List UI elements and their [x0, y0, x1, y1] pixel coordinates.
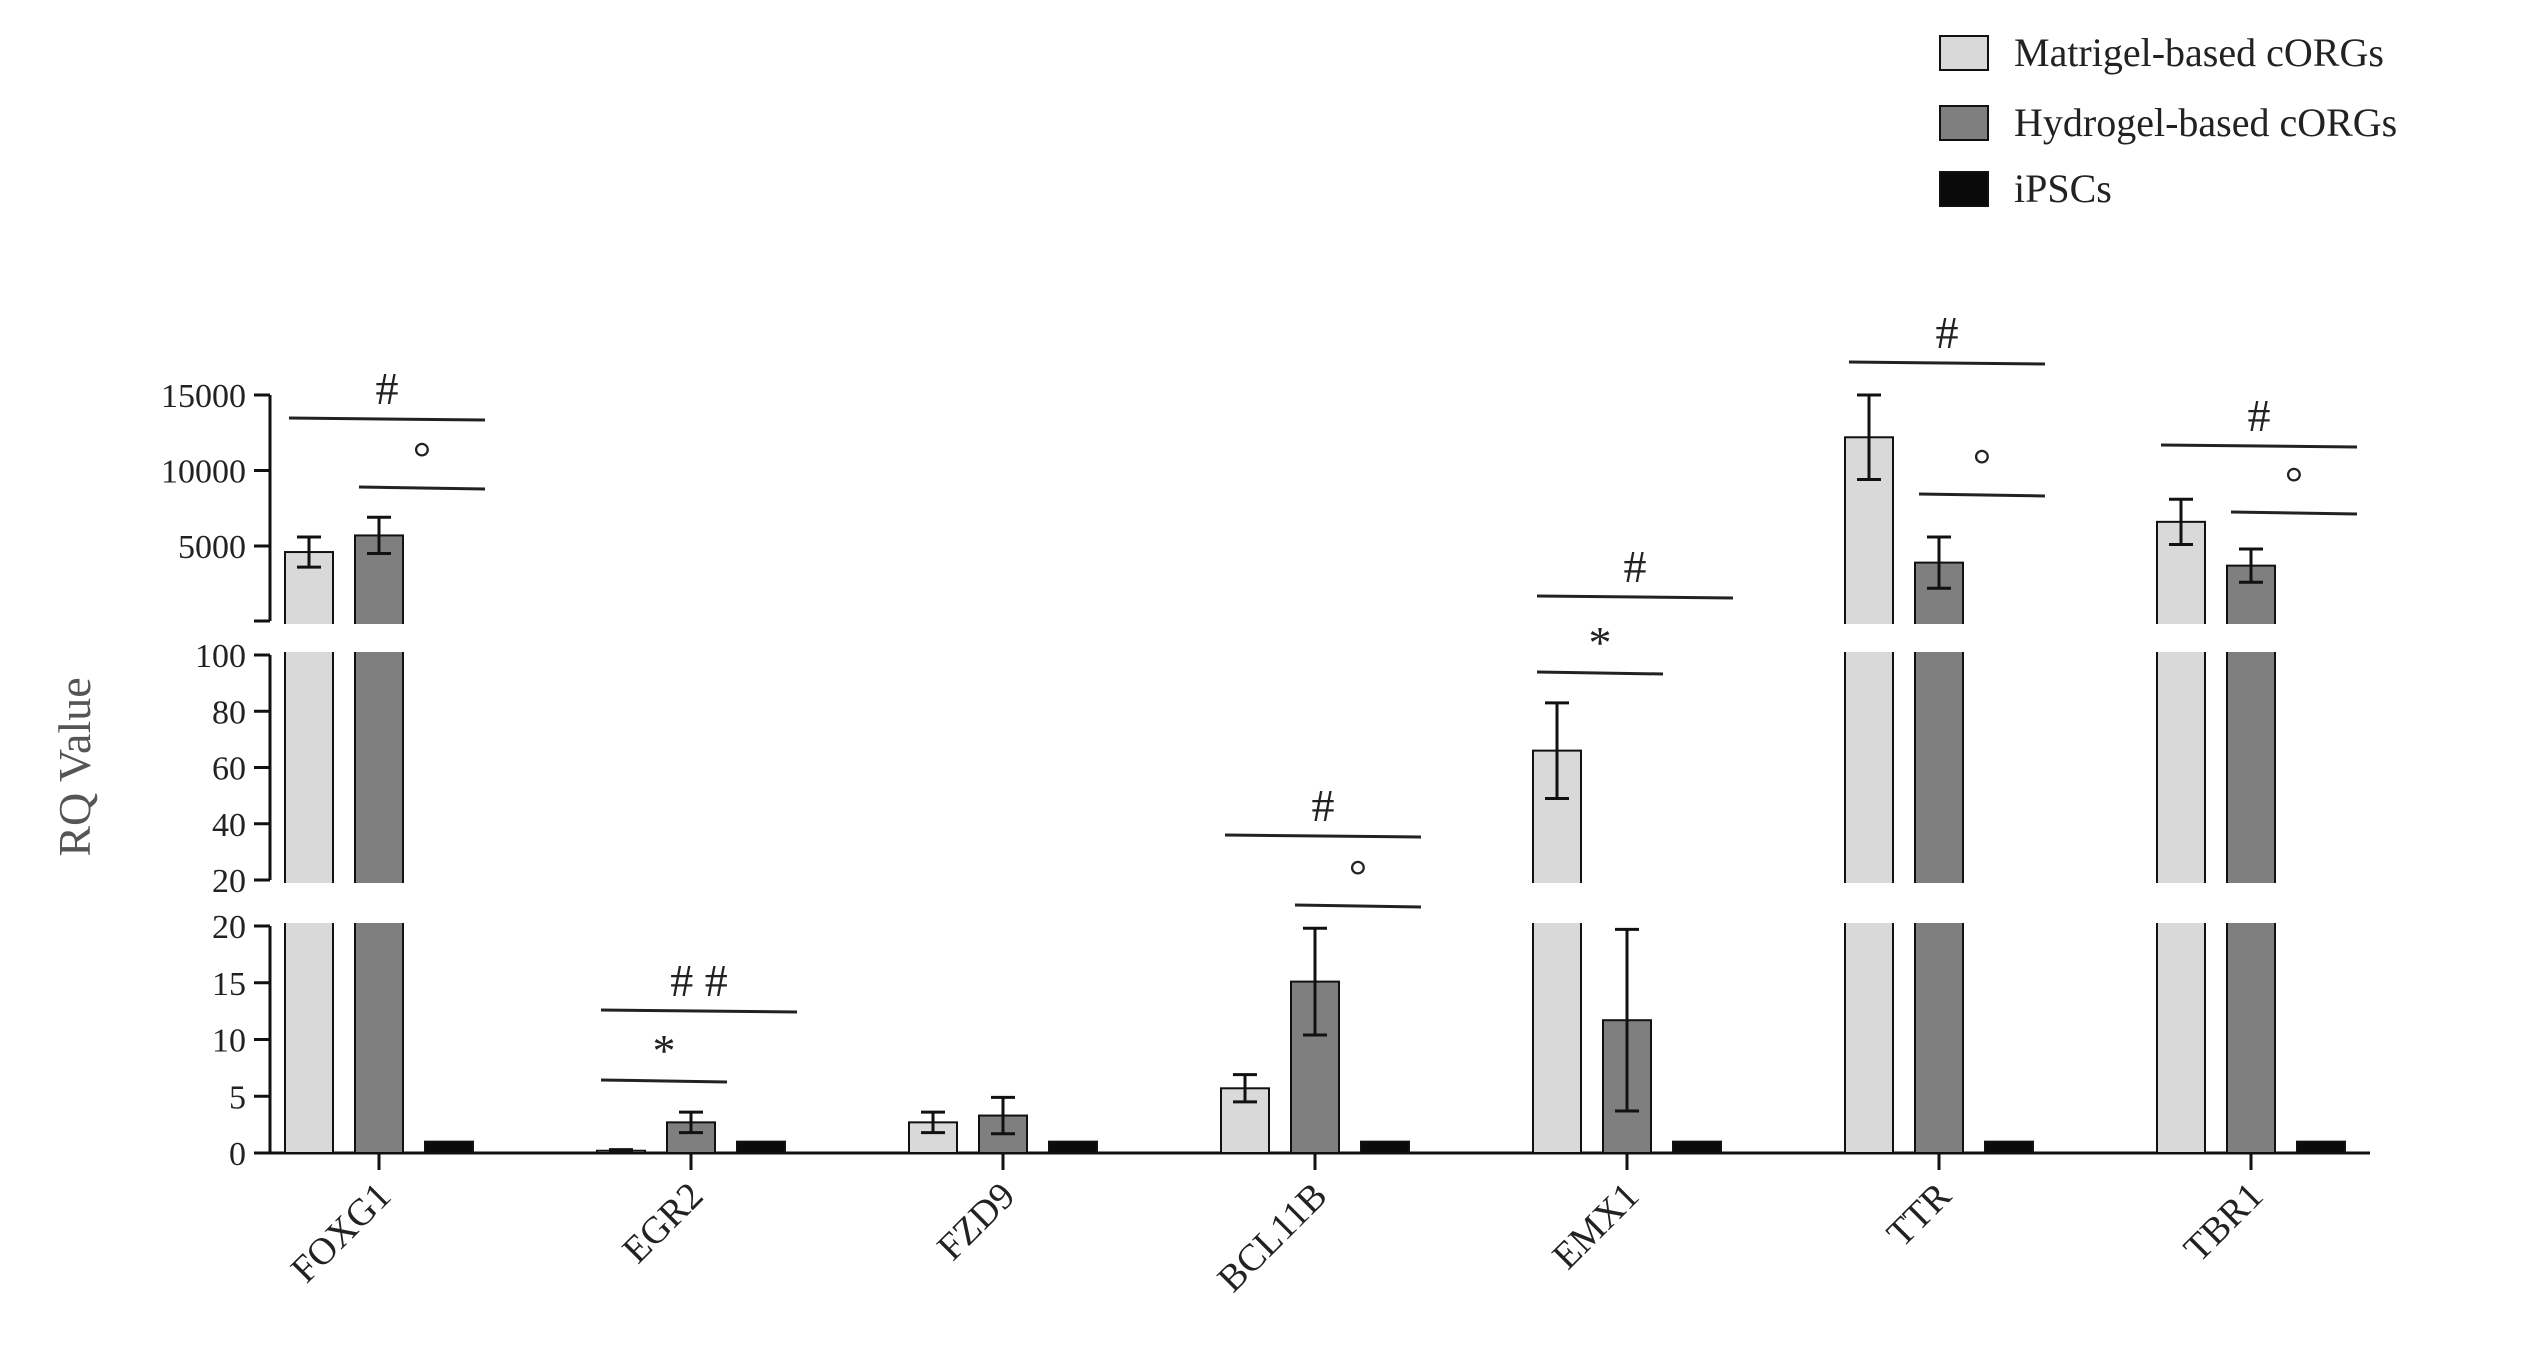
y-tick-label: 15000	[161, 378, 246, 415]
bar-FZD9-2	[1048, 1140, 1098, 1155]
significance-label: °	[413, 432, 431, 483]
significance-label: #	[1312, 780, 1335, 831]
legend-label-2: iPSCs	[2014, 166, 2112, 211]
x-tick-label: EGR2	[614, 1175, 711, 1272]
significance-label: *	[1589, 617, 1612, 668]
significance-label: °	[1349, 850, 1367, 901]
bar-TTR-1	[1914, 561, 1964, 1154]
significance-line	[288, 416, 486, 422]
significance-label: # #	[670, 955, 728, 1006]
bar-TTR-0	[1844, 436, 1894, 1154]
y-tick-label: 20	[212, 863, 246, 900]
y-axis-title: RQ Value	[49, 677, 100, 856]
significance-line	[600, 1008, 798, 1014]
bar-FOXG1-0	[284, 551, 334, 1154]
bar-TBR1-1	[2226, 564, 2276, 1154]
legend-swatch-2	[1939, 171, 1989, 207]
legend-label-1: Hydrogel-based cORGs	[2014, 100, 2397, 145]
x-tick-label: FZD9	[929, 1175, 1023, 1269]
bar-FOXG1-2	[424, 1140, 474, 1155]
y-tick-label: 60	[212, 751, 246, 788]
bar-EGR2-2	[736, 1140, 786, 1155]
axis-break-gap-1	[250, 624, 2370, 652]
significance-label: °	[2285, 457, 2303, 508]
significance-line	[1224, 833, 1422, 839]
x-tick-label: TBR1	[2176, 1175, 2271, 1270]
y-tick-label: 20	[212, 909, 246, 946]
legend-label-0: Matrigel-based cORGs	[2014, 30, 2384, 75]
y-tick-label: 10	[212, 1023, 246, 1060]
x-tick-label: TTR	[1879, 1174, 1960, 1255]
x-tick-label: EMX1	[1545, 1175, 1648, 1278]
x-axis: FOXG1 EGR2 FZD9 BCL11B EMX1 TTR TBR1	[283, 1153, 2271, 1300]
significance-line	[358, 485, 486, 491]
bar-EMX1-0	[1532, 749, 1582, 1154]
significance-markers: #°*# ##°*##°#°	[288, 307, 2358, 1084]
bar-BCL11B-2	[1360, 1140, 1410, 1155]
significance-label: #	[376, 363, 399, 414]
significance-line	[600, 1078, 728, 1084]
significance-line	[1294, 903, 1422, 909]
significance-line	[2230, 510, 2358, 516]
legend: Matrigel-based cORGs Hydrogel-based cORGs…	[1939, 30, 2397, 211]
y-tick-label: 5000	[178, 529, 246, 566]
significance-label: #	[2248, 390, 2271, 441]
y-tick-label: 15	[212, 966, 246, 1003]
bar-EMX1-2	[1672, 1140, 1722, 1155]
significance-line	[1536, 670, 1664, 676]
x-tick-label: FOXG1	[283, 1175, 399, 1291]
significance-label: *	[653, 1025, 676, 1076]
significance-label: #	[1624, 541, 1647, 592]
legend-swatch-0	[1939, 35, 1989, 71]
significance-label: #	[1936, 307, 1959, 358]
y-tick-label: 5	[229, 1079, 246, 1116]
y-tick-label: 100	[195, 638, 246, 675]
y-tick-label: 80	[212, 694, 246, 731]
bars	[250, 393, 2370, 1155]
significance-line	[1536, 594, 1734, 600]
y-tick-label: 10000	[161, 454, 246, 491]
bar-TBR1-0	[2156, 520, 2206, 1154]
bar-TBR1-2	[2296, 1140, 2346, 1155]
significance-line	[1918, 492, 2046, 498]
significance-line	[1848, 360, 2046, 366]
y-tick-label: 0	[229, 1136, 246, 1173]
axis-break-gap-0	[250, 883, 2370, 923]
bar-TTR-2	[1984, 1140, 2034, 1155]
legend-swatch-1	[1939, 105, 1989, 141]
x-tick-label: BCL11B	[1210, 1175, 1336, 1301]
significance-line	[2160, 443, 2358, 449]
significance-label: °	[1973, 439, 1991, 490]
y-tick-label: 40	[212, 807, 246, 844]
